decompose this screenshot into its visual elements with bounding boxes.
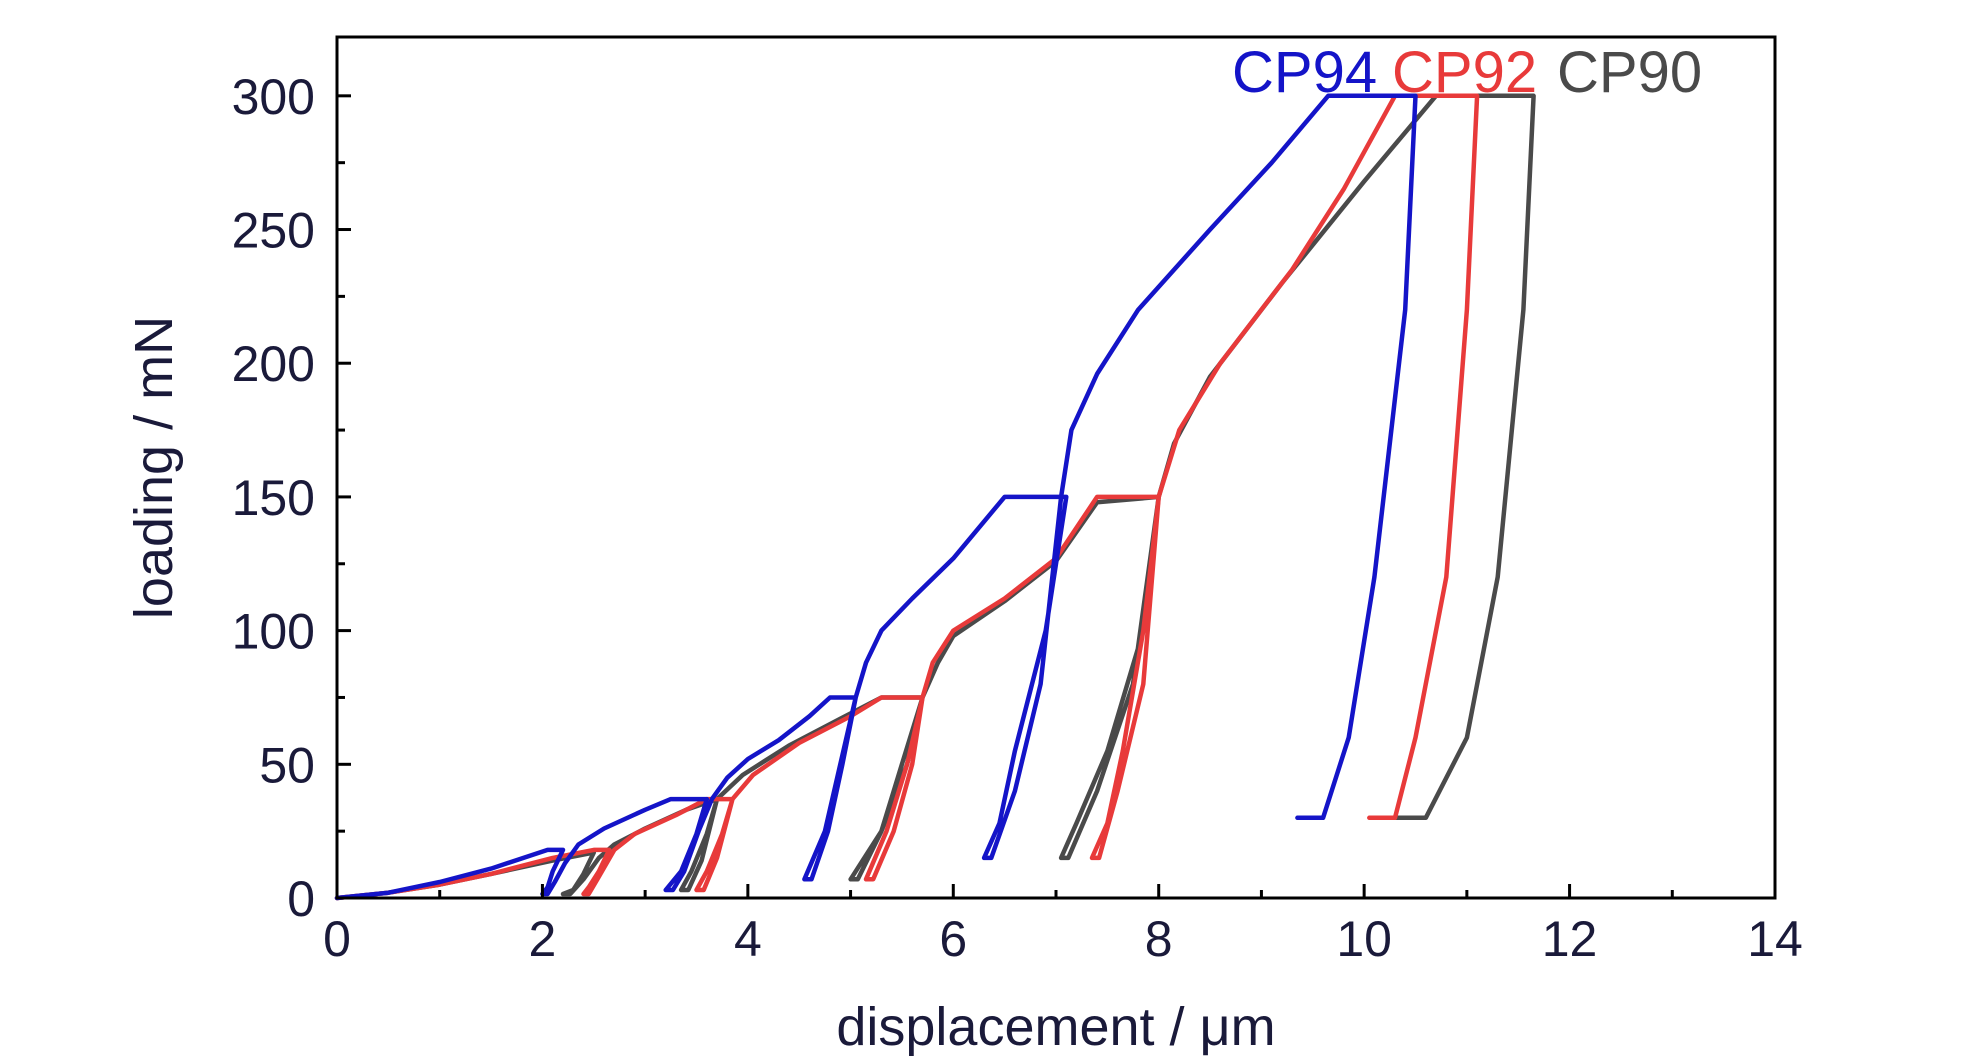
x-tick-label: 4	[734, 911, 762, 967]
x-tick-label: 14	[1747, 911, 1803, 967]
x-tick-label: 0	[323, 911, 351, 967]
y-tick-label: 0	[287, 871, 315, 927]
y-tick-label: 150	[232, 470, 315, 526]
series-line-cp94	[334, 93, 1418, 901]
plot-frame	[335, 35, 1777, 900]
y-tick-label: 250	[232, 203, 315, 259]
series-line-cp90	[334, 93, 1536, 901]
legend-entry-cp90: CP90	[1557, 40, 1702, 105]
y-tick-label: 200	[232, 336, 315, 392]
legend: CP94 CP92 CP90	[1232, 40, 1702, 105]
y-axis-title: loading / mN	[124, 316, 184, 619]
x-tick-label: 12	[1542, 911, 1598, 967]
legend-entry-cp92: CP92	[1392, 40, 1537, 105]
y-tick-label: 50	[259, 737, 315, 793]
legend-entry-cp94: CP94	[1232, 40, 1377, 105]
y-tick-label: 100	[232, 604, 315, 660]
x-tick-label: 10	[1336, 911, 1392, 967]
y-axis: 0 50 100 150 200 250 300	[232, 69, 351, 927]
x-tick-label: 2	[529, 911, 557, 967]
series-layer	[334, 93, 1536, 901]
x-tick-label: 6	[939, 911, 967, 967]
series-line-cp92	[334, 93, 1480, 901]
x-tick-label: 8	[1145, 911, 1173, 967]
y-tick-label: 300	[232, 69, 315, 125]
x-axis: 0 2 4 6 8 10 12 14	[323, 884, 1803, 967]
x-axis-title: displacement / μm	[836, 997, 1275, 1057]
